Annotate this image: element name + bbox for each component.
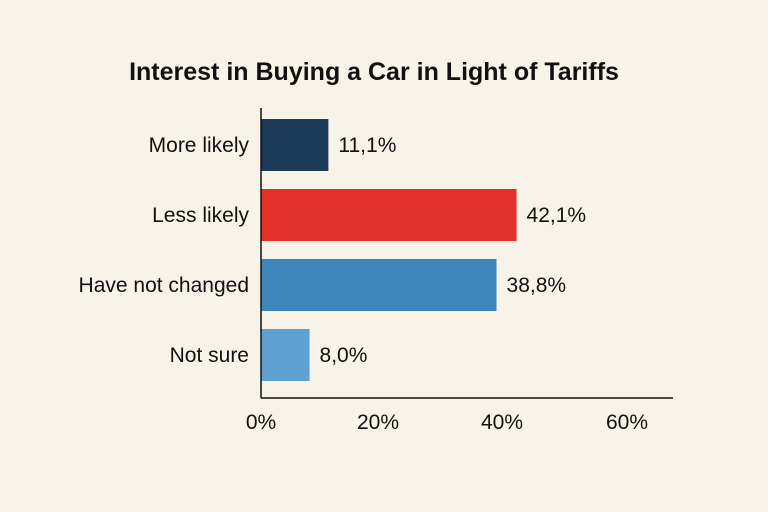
x-tick-labels-group: 0% 20% 40% 60%	[246, 411, 648, 434]
category-label-have-not-changed: Have not changed	[79, 274, 249, 297]
bar-not-sure	[261, 329, 310, 381]
value-label-more-likely: 11,1%	[338, 134, 396, 157]
value-label-not-sure: 8,0%	[320, 344, 368, 367]
value-label-less-likely: 42,1%	[527, 204, 587, 227]
bar-have-not-changed	[261, 259, 497, 311]
chart-title: Interest in Buying a Car in Light of Tar…	[129, 58, 619, 86]
category-label-less-likely: Less likely	[152, 204, 249, 227]
value-label-have-not-changed: 38,8%	[507, 274, 567, 297]
category-label-not-sure: Not sure	[170, 344, 249, 367]
labels-group: More likely 11,1% Less likely 42,1% Have not…	[79, 134, 587, 367]
bar-less-likely	[261, 189, 517, 241]
bars-group	[261, 119, 517, 381]
bar-more-likely	[261, 119, 329, 171]
x-tick-label-0: 0%	[246, 411, 276, 434]
x-tick-label-60: 60%	[606, 411, 648, 434]
category-label-more-likely: More likely	[149, 134, 250, 157]
x-tick-label-20: 20%	[357, 411, 399, 434]
x-tick-label-40: 40%	[481, 411, 523, 434]
